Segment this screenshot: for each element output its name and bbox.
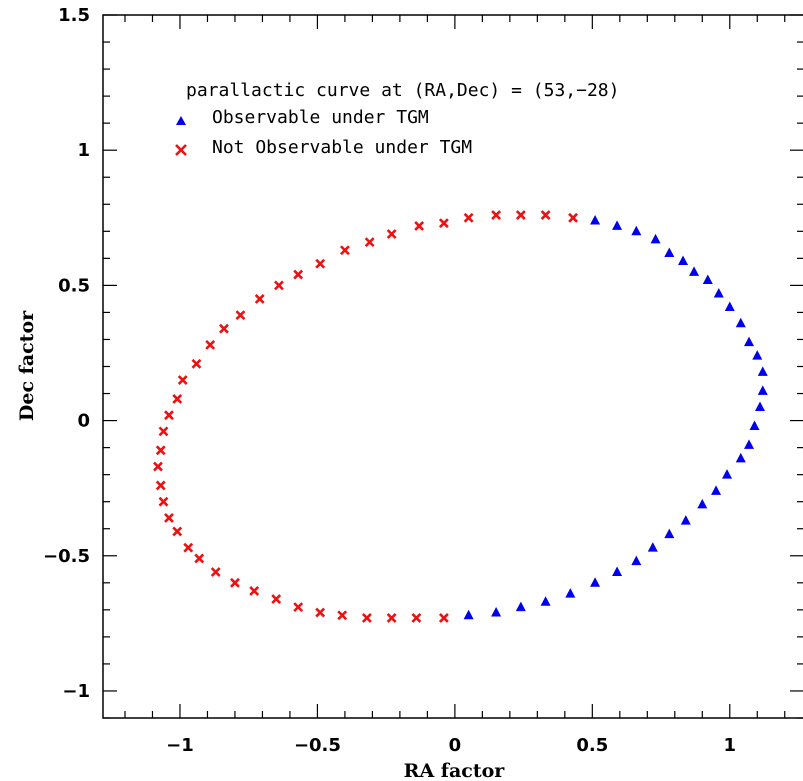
point-observable bbox=[590, 577, 601, 587]
point-not-observable bbox=[158, 426, 169, 437]
point-observable bbox=[752, 350, 763, 360]
y-tick-label: 0.5 bbox=[58, 275, 90, 296]
point-observable bbox=[757, 385, 768, 395]
point-observable bbox=[735, 452, 746, 463]
point-not-observable bbox=[364, 237, 375, 248]
point-observable bbox=[631, 555, 642, 566]
point-not-observable bbox=[219, 323, 229, 334]
legend-entry-observable: Observable under TGM bbox=[212, 107, 429, 128]
point-not-observable bbox=[271, 594, 282, 604]
point-observable bbox=[757, 366, 768, 376]
point-observable bbox=[565, 588, 576, 598]
point-observable bbox=[713, 287, 724, 298]
point-observable bbox=[689, 266, 700, 276]
plot-frame bbox=[102, 14, 803, 719]
point-not-observable bbox=[230, 577, 240, 588]
point-observable bbox=[664, 528, 675, 539]
point-not-observable bbox=[155, 445, 166, 456]
point-observable bbox=[631, 225, 642, 236]
point-not-observable bbox=[315, 258, 326, 269]
point-not-observable bbox=[194, 553, 205, 564]
point-not-observable bbox=[491, 210, 502, 221]
point-not-observable bbox=[172, 394, 183, 404]
point-not-observable bbox=[254, 293, 265, 304]
point-observable bbox=[744, 439, 755, 449]
point-not-observable bbox=[191, 358, 202, 369]
point-observable bbox=[491, 607, 502, 617]
y-tick-label: 1.5 bbox=[58, 5, 90, 26]
point-not-observable bbox=[414, 220, 425, 231]
x-tick-label: 0.5 bbox=[576, 735, 608, 756]
legend-marker-observable bbox=[176, 116, 186, 125]
point-observable bbox=[612, 220, 623, 230]
legend-title: parallactic curve at (RA,Dec) = (53,−28) bbox=[186, 80, 619, 101]
point-not-observable bbox=[293, 269, 304, 280]
point-observable bbox=[711, 485, 722, 495]
point-not-observable bbox=[274, 280, 284, 291]
point-not-observable bbox=[386, 229, 397, 239]
point-not-observable bbox=[515, 210, 526, 221]
point-observable bbox=[702, 274, 713, 284]
legend-entry-not-observable: Not Observable under TGM bbox=[212, 137, 472, 158]
point-observable bbox=[515, 601, 526, 612]
point-not-observable bbox=[293, 602, 304, 613]
point-not-observable bbox=[315, 607, 326, 618]
legend: parallactic curve at (RA,Dec) = (53,−28)… bbox=[175, 80, 619, 158]
point-observable bbox=[724, 301, 735, 312]
point-observable bbox=[755, 401, 766, 412]
point-not-observable bbox=[540, 210, 551, 221]
x-tick-labels: −1 −0.5 0 0.5 1 bbox=[166, 735, 736, 756]
y-tick-label: −1 bbox=[62, 681, 90, 702]
point-not-observable bbox=[438, 218, 449, 229]
legend-marker-not-observable bbox=[175, 144, 187, 156]
point-observable bbox=[744, 336, 755, 347]
x-tick-label: 0 bbox=[449, 735, 462, 756]
point-observable bbox=[678, 255, 689, 266]
point-observable bbox=[612, 566, 623, 576]
point-not-observable bbox=[177, 375, 188, 385]
point-observable bbox=[735, 317, 746, 328]
y-tick-label: 0 bbox=[77, 411, 90, 432]
axis-ticks bbox=[103, 14, 803, 719]
point-observable bbox=[697, 498, 708, 509]
point-not-observable bbox=[568, 212, 579, 223]
x-tick-label: −0.5 bbox=[294, 735, 341, 756]
point-not-observable bbox=[438, 613, 449, 623]
point-observable bbox=[590, 214, 601, 225]
y-axis-label: Dec factor bbox=[16, 310, 38, 421]
point-not-observable bbox=[411, 613, 422, 623]
x-tick-label: 1 bbox=[724, 735, 737, 756]
point-not-observable bbox=[183, 542, 194, 553]
point-not-observable bbox=[172, 526, 183, 537]
y-tick-label: 1 bbox=[77, 140, 90, 161]
point-observable bbox=[664, 247, 675, 257]
point-observable bbox=[647, 542, 658, 552]
point-observable bbox=[540, 596, 551, 606]
point-observable bbox=[650, 233, 661, 244]
point-observable bbox=[722, 469, 733, 479]
data-points bbox=[153, 210, 768, 623]
point-not-observable bbox=[235, 310, 246, 321]
point-not-observable bbox=[153, 461, 163, 472]
y-tick-labels: −1 −0.5 0 0.5 1 1.5 bbox=[43, 5, 90, 702]
point-not-observable bbox=[205, 339, 216, 350]
point-not-observable bbox=[155, 480, 166, 491]
point-not-observable bbox=[337, 610, 348, 621]
point-not-observable bbox=[463, 212, 474, 223]
point-observable bbox=[749, 420, 760, 430]
point-observable bbox=[680, 515, 691, 525]
point-not-observable bbox=[164, 410, 174, 421]
x-axis-label: RA factor bbox=[404, 760, 506, 781]
point-not-observable bbox=[249, 586, 260, 596]
x-tick-label: −1 bbox=[166, 735, 194, 756]
point-not-observable bbox=[361, 613, 372, 623]
point-not-observable bbox=[210, 567, 221, 577]
point-not-observable bbox=[158, 496, 169, 507]
point-not-observable bbox=[339, 245, 350, 256]
point-not-observable bbox=[164, 512, 174, 523]
y-tick-label: −0.5 bbox=[43, 546, 90, 567]
point-observable bbox=[463, 609, 474, 620]
point-not-observable bbox=[386, 613, 397, 623]
